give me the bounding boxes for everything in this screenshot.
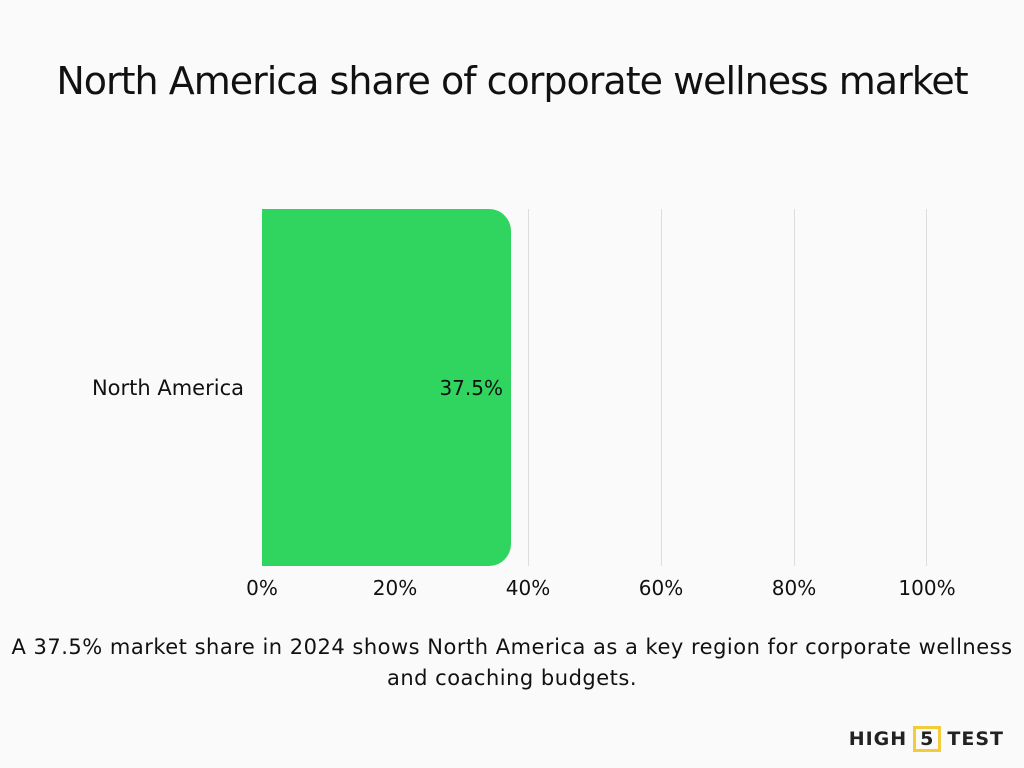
x-tick: 0% bbox=[246, 576, 278, 600]
logo-text-left: HIGH bbox=[848, 728, 908, 750]
bar-north-america: 37.5% bbox=[262, 209, 511, 566]
brand-logo: HIGH 5 TEST bbox=[849, 726, 1004, 752]
x-tick: 100% bbox=[898, 576, 956, 600]
x-tick: 20% bbox=[372, 576, 418, 600]
x-tick: 40% bbox=[505, 576, 551, 600]
logo-five-icon: 5 bbox=[913, 726, 942, 752]
x-tick: 60% bbox=[638, 576, 684, 600]
x-tick: 80% bbox=[771, 576, 817, 600]
gridline bbox=[528, 209, 529, 566]
caption: A 37.5% market share in 2024 shows North… bbox=[11, 635, 1013, 690]
gridline bbox=[926, 209, 927, 566]
bar-value-label: 37.5% bbox=[439, 375, 503, 400]
plot-area: 37.5% bbox=[262, 209, 927, 566]
logo-text-right: TEST bbox=[947, 728, 1004, 750]
chart-title: North America share of corporate wellnes… bbox=[56, 59, 968, 103]
category-label: North America bbox=[91, 376, 244, 400]
gridline bbox=[661, 209, 662, 566]
gridline bbox=[794, 209, 795, 566]
